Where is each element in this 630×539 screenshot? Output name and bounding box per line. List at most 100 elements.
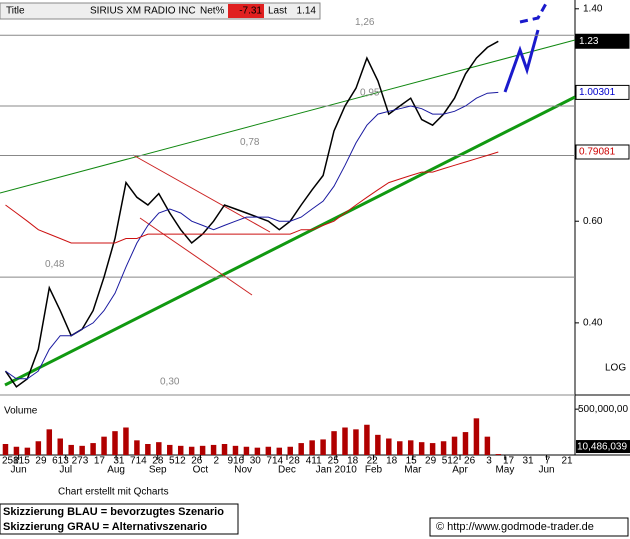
level-label: 0,30 xyxy=(160,377,180,388)
volume-bar xyxy=(79,445,85,455)
trendline-down2 xyxy=(139,217,253,296)
header: Title SIRIUS XM RADIO INC Net% -7.31 Las… xyxy=(0,2,321,20)
volume-bar xyxy=(254,447,261,455)
y-tick-label: 0.60 xyxy=(583,216,603,227)
volume-bar xyxy=(243,446,250,455)
volume-bar xyxy=(156,442,162,455)
volume-bar xyxy=(90,443,96,455)
volume-bar xyxy=(407,440,414,455)
scale-label: LOG xyxy=(605,363,626,374)
url-box xyxy=(429,517,629,537)
volume-bar xyxy=(309,440,315,455)
plot: 1,26 0,95 0,78 0,48 0,30 0.40 0.60 1.40 LOG 1.23 1… xyxy=(0,3,630,476)
price-marker-label: 1.23 xyxy=(579,36,599,47)
volume-bar xyxy=(177,445,184,455)
volume-bar xyxy=(188,446,195,455)
trendline-lower xyxy=(4,95,576,387)
volume-bar xyxy=(364,424,370,455)
volume-bar xyxy=(134,440,140,455)
day-label: 25 xyxy=(328,456,340,467)
day-label: 21 xyxy=(561,456,573,467)
volume-tick-label: 500,000,00 xyxy=(578,404,628,415)
x-tick-label: Apr xyxy=(452,465,468,476)
day-label: 251 xyxy=(2,456,19,467)
volume-bar xyxy=(112,431,118,455)
volume-bar xyxy=(265,446,272,455)
volume-bar xyxy=(232,445,239,455)
header-net-label: Net% xyxy=(200,6,225,17)
x-tick-label: Feb xyxy=(365,465,383,476)
day-label: 273 xyxy=(72,456,89,467)
day-label: 29 xyxy=(425,456,437,467)
level-label: 0,48 xyxy=(45,259,65,270)
volume-bar xyxy=(451,436,458,455)
day-label: 2 xyxy=(214,456,220,467)
legend-box xyxy=(0,503,239,535)
day-label: 411 xyxy=(306,456,322,467)
day-label: 31 xyxy=(522,456,534,467)
volume-bar xyxy=(167,444,173,455)
day-label: 28 xyxy=(289,456,301,467)
price-marker-box xyxy=(575,84,630,100)
day-label: 714 xyxy=(266,456,283,467)
header-net-value: -7.31 xyxy=(239,6,262,17)
day-label: 30 xyxy=(250,456,262,467)
volume-bar xyxy=(342,427,348,455)
volume-marker-label: 10,486,039 xyxy=(577,442,627,453)
price-line xyxy=(5,91,499,380)
x-tick-label: Jun xyxy=(538,465,554,476)
y-tick-label: 0.40 xyxy=(583,318,603,329)
price-line xyxy=(5,151,499,244)
volume-bar xyxy=(495,454,502,455)
volume-marker-box xyxy=(576,440,630,454)
volume-bar xyxy=(123,427,129,455)
x-tick-label: Aug xyxy=(107,465,125,476)
price-marker-label: 1.00301 xyxy=(579,87,616,98)
day-label: 714 xyxy=(130,456,147,467)
day-label: 17 xyxy=(503,456,515,467)
y-tick-label: 1.40 xyxy=(583,3,603,14)
header-title: Title xyxy=(6,6,25,17)
day-label: 17 xyxy=(94,456,106,467)
price-marker-label: 0.79081 xyxy=(579,147,616,158)
volume-bar xyxy=(276,447,283,455)
price-marker-box xyxy=(575,33,630,49)
volume-bar xyxy=(57,438,63,455)
x-tick-label: Mar xyxy=(404,465,422,476)
x-tick-label: Jul xyxy=(59,465,72,476)
trendline-upper xyxy=(0,39,576,194)
day-label: 26 xyxy=(191,456,203,467)
day-label: 512 xyxy=(442,456,459,467)
day-label: 512 xyxy=(169,456,186,467)
day-label: 31 xyxy=(113,456,125,467)
volume-bar xyxy=(440,441,447,455)
legend-gray: Skizzierung GRAU = Alternativszenario xyxy=(3,521,207,533)
price-marker-box xyxy=(575,144,630,160)
day-label: 18 xyxy=(347,456,359,467)
net-box xyxy=(228,4,264,18)
x-tick-label: Sep xyxy=(149,465,167,476)
volume-bar xyxy=(386,438,392,455)
volume-bar xyxy=(353,429,359,455)
volume-title: Volume xyxy=(4,406,38,417)
legend-blue: Skizzierung BLAU = bevorzugtes Szenario xyxy=(3,506,224,518)
volume-bar xyxy=(320,439,326,455)
day-label: 916 xyxy=(227,456,244,467)
volume-bar xyxy=(145,444,151,455)
scenario-blue-dashed xyxy=(519,0,550,24)
header-last-value: 1.14 xyxy=(297,6,317,17)
volume-bar xyxy=(462,432,469,455)
volume-bar xyxy=(287,446,293,455)
day-label: 7 xyxy=(545,456,551,467)
level-label: 0,78 xyxy=(240,137,260,148)
x-tick-label: Jun xyxy=(11,465,27,476)
volume-bar xyxy=(484,436,491,455)
header-last-label: Last xyxy=(268,6,287,17)
day-label: 28 xyxy=(152,456,164,467)
x-tick-label: Jan 2010 xyxy=(316,465,358,476)
volume-bar xyxy=(13,446,20,455)
volume-bar xyxy=(375,434,381,455)
volume-bar xyxy=(68,444,74,455)
day-label: 22 xyxy=(367,456,379,467)
